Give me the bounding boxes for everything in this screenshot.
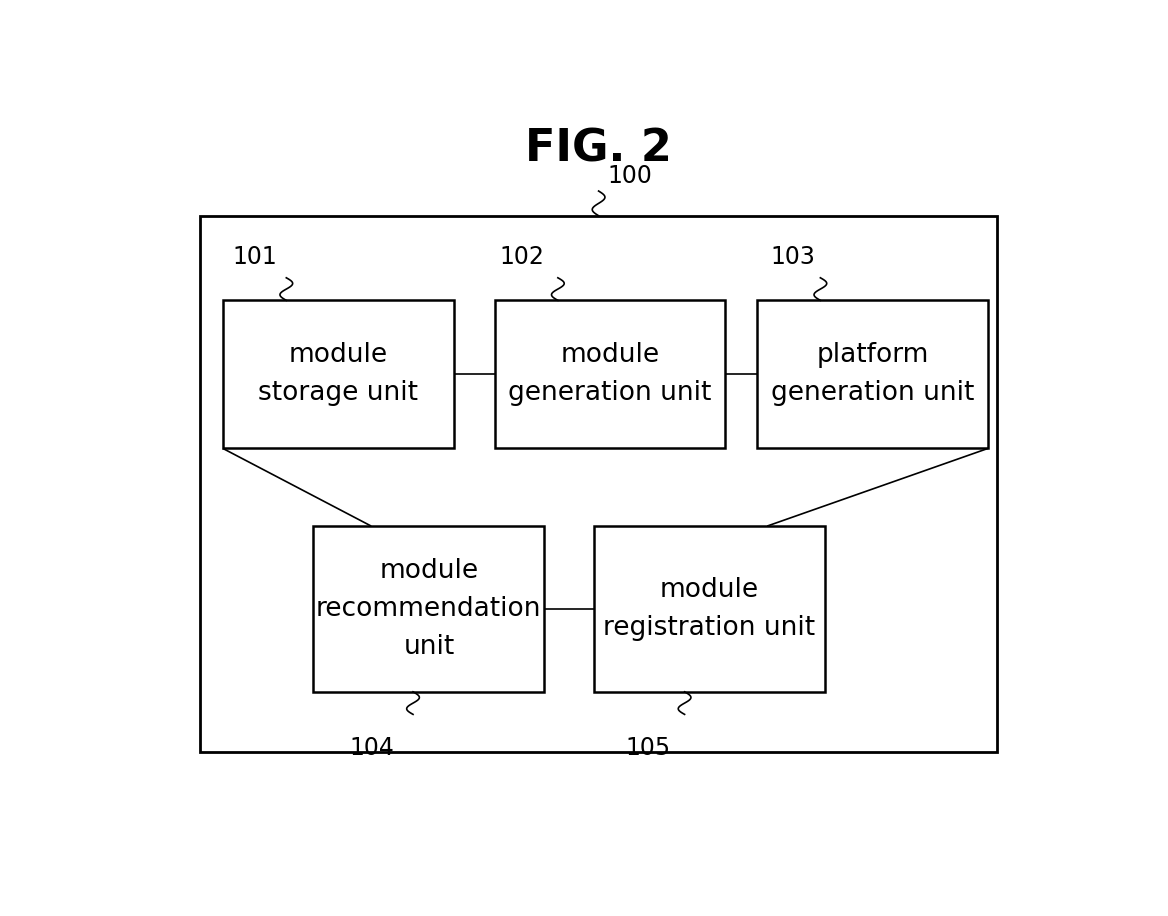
Bar	[595, 526, 825, 692]
Text: FIG. 2: FIG. 2	[526, 127, 672, 170]
Bar	[201, 216, 996, 752]
Bar	[757, 300, 988, 449]
Bar	[223, 300, 453, 449]
Text: 102: 102	[499, 245, 544, 268]
Text: module
registration unit: module registration unit	[604, 577, 815, 641]
Text: 105: 105	[626, 736, 670, 759]
Text: 101: 101	[232, 245, 277, 268]
Text: module
generation unit: module generation unit	[508, 343, 711, 407]
Text: 100: 100	[607, 163, 653, 188]
Text: platform
generation unit: platform generation unit	[771, 343, 974, 407]
Text: module
recommendation
unit: module recommendation unit	[317, 558, 542, 660]
Bar	[494, 300, 725, 449]
Text: module
storage unit: module storage unit	[258, 343, 418, 407]
Bar	[313, 526, 544, 692]
Text: 103: 103	[771, 245, 815, 268]
Text: 104: 104	[349, 736, 395, 759]
